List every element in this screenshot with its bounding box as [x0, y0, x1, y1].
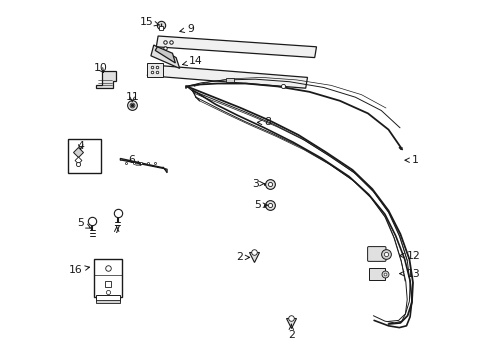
Text: 10: 10 [93, 63, 107, 73]
Polygon shape [120, 158, 167, 173]
Bar [96, 295, 120, 301]
Text: 12: 12 [399, 251, 419, 261]
Text: 5: 5 [77, 218, 90, 228]
Bar [226, 78, 234, 82]
Text: 15: 15 [140, 17, 159, 27]
Text: 6: 6 [127, 155, 141, 165]
Text: 14: 14 [183, 56, 202, 66]
Bar [147, 63, 163, 77]
Text: 5: 5 [253, 200, 267, 210]
FancyBboxPatch shape [367, 247, 385, 261]
Polygon shape [155, 47, 175, 63]
Bar [94, 259, 122, 297]
Polygon shape [96, 71, 116, 88]
Text: 7: 7 [113, 225, 120, 235]
Polygon shape [147, 65, 307, 88]
Text: 3: 3 [251, 179, 264, 189]
Text: 1: 1 [404, 155, 418, 165]
Text: 2: 2 [287, 324, 294, 340]
Text: 11: 11 [125, 92, 139, 102]
Text: 16: 16 [69, 265, 89, 275]
Bar [68, 139, 101, 173]
Bar [96, 300, 120, 303]
Text: 2: 2 [235, 252, 249, 262]
Text: 9: 9 [180, 24, 193, 34]
Polygon shape [151, 45, 179, 68]
Text: 8: 8 [257, 117, 271, 127]
Text: 13: 13 [399, 269, 419, 279]
Polygon shape [156, 36, 316, 58]
Text: 4: 4 [77, 141, 84, 151]
FancyBboxPatch shape [368, 268, 384, 280]
